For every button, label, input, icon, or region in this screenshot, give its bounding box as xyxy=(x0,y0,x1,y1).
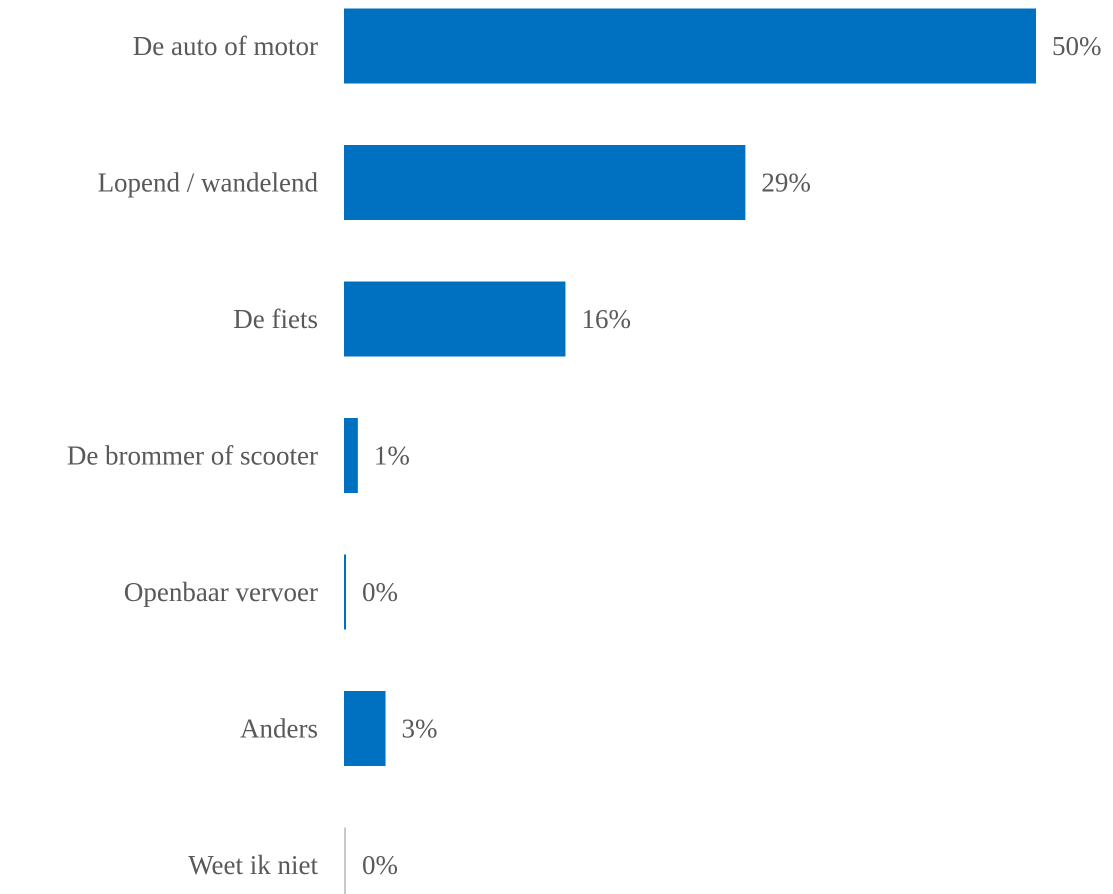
category-label: De fiets xyxy=(233,304,318,334)
category-label: Lopend / wandelend xyxy=(98,168,319,198)
category-label: Weet ik niet xyxy=(188,850,318,880)
value-label: 16% xyxy=(581,304,631,334)
value-labels: 50% 29% 16% 1% 0% 3% 0% xyxy=(362,31,1102,880)
bar xyxy=(344,554,346,630)
value-label: 3% xyxy=(402,714,438,744)
value-label: 50% xyxy=(1052,31,1102,61)
category-label: Anders xyxy=(240,714,318,744)
value-label: 0% xyxy=(362,850,398,880)
value-label: 29% xyxy=(761,168,811,198)
bar xyxy=(344,281,566,357)
value-label: 1% xyxy=(374,441,410,471)
value-label: 0% xyxy=(362,577,398,607)
bars xyxy=(344,8,1036,894)
bar xyxy=(344,691,386,766)
category-label: De brommer of scooter xyxy=(67,441,318,471)
bar xyxy=(344,827,346,894)
category-labels: De auto of motor Lopend / wandelend De fie… xyxy=(67,31,319,880)
bar xyxy=(344,418,358,493)
category-label: Openbaar vervoer xyxy=(124,577,318,607)
bar xyxy=(344,8,1036,84)
category-label: De auto of motor xyxy=(133,31,318,61)
bar xyxy=(344,145,746,220)
